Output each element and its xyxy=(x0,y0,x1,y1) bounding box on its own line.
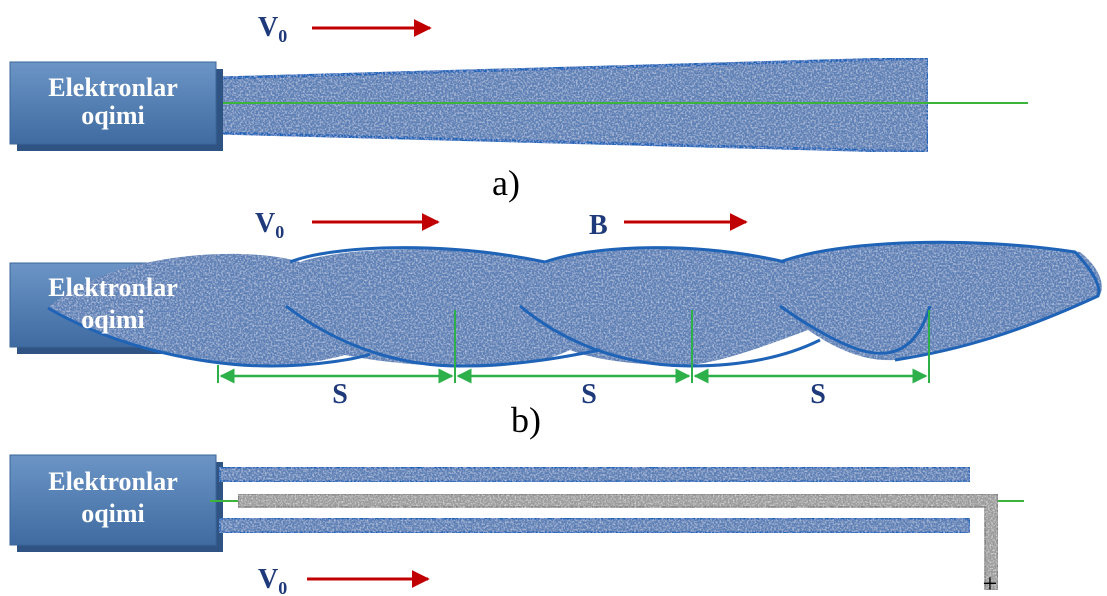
diverging-beam xyxy=(216,56,930,154)
source-label-b-line1: Elektronlar xyxy=(48,273,178,302)
panel-c: Elektronlar oqimi V0 + xyxy=(9,454,1024,596)
upper-beam-layer xyxy=(217,465,972,484)
panel-b-caption: b) xyxy=(511,400,541,440)
velocity-label-a: V0 xyxy=(258,12,287,46)
source-label-line2: oqimi xyxy=(81,101,145,130)
helical-beam xyxy=(47,240,1102,368)
positive-terminal-label: + xyxy=(983,569,998,596)
pitch-label-2: S xyxy=(581,379,597,410)
central-electrode xyxy=(237,493,999,591)
source-label-c-line2: oqimi xyxy=(81,499,145,528)
helix-top-1 xyxy=(289,246,546,264)
helix-pitch-dimensions: S S S xyxy=(217,310,930,410)
velocity-label-c: V0 xyxy=(258,564,287,596)
pitch-label-3: S xyxy=(810,379,826,410)
panel-b: V0 B Elektronlar oqimi xyxy=(9,208,1102,440)
panel-a-caption: a) xyxy=(492,163,520,203)
velocity-label-b: V0 xyxy=(255,208,284,242)
source-label-line1: Elektronlar xyxy=(48,73,178,102)
helix-turn-1 xyxy=(48,242,1102,368)
source-box-c: Elektronlar oqimi xyxy=(9,454,223,552)
helix-curve-2 xyxy=(285,304,601,368)
helix-top-3 xyxy=(779,240,1101,362)
source-box-a: Elektronlar oqimi xyxy=(9,61,223,151)
magnetic-field-label: B xyxy=(589,210,608,241)
helix-top-2 xyxy=(544,246,786,264)
helix-curve-3 xyxy=(519,304,821,368)
panel-a: V0 Elektronlar oqimi a) xyxy=(9,12,1028,203)
pitch-label-1: S xyxy=(332,379,348,410)
helix-curve-4 xyxy=(779,304,932,355)
helix-curve-1 xyxy=(47,306,371,368)
source-label-c-line1: Elektronlar xyxy=(48,467,178,496)
source-label-b-line2: oqimi xyxy=(81,305,145,334)
lower-beam-layer xyxy=(217,516,972,535)
